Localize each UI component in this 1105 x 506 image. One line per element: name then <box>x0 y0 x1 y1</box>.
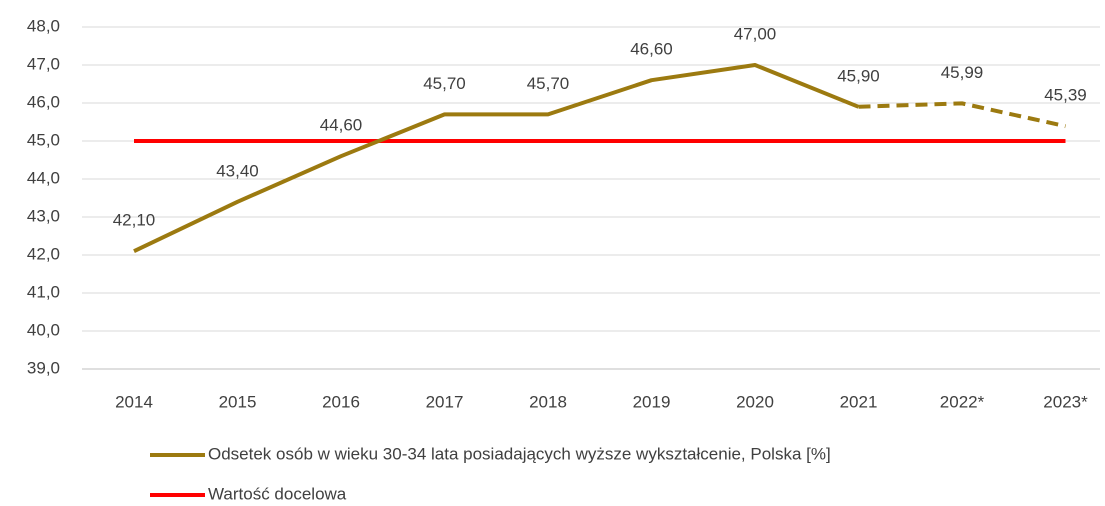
y-tick-label: 43,0 <box>27 206 60 225</box>
y-tick-label: 45,0 <box>27 130 60 149</box>
y-tick-label: 48,0 <box>27 16 60 35</box>
data-label: 45,99 <box>941 63 984 82</box>
x-tick-label: 2019 <box>633 392 671 411</box>
data-label: 46,60 <box>630 40 673 59</box>
x-tick-label: 2023* <box>1043 392 1088 411</box>
series-line <box>858 101 1066 129</box>
x-tick-label: 2022* <box>940 392 985 411</box>
data-label: 47,00 <box>734 24 777 43</box>
y-tick-label: 46,0 <box>27 92 60 111</box>
data-label: 42,10 <box>113 211 156 230</box>
x-tick-label: 2016 <box>322 392 360 411</box>
data-label: 45,70 <box>423 74 466 93</box>
y-tick-label: 47,0 <box>27 54 60 73</box>
data-label: 44,60 <box>320 116 363 135</box>
x-tick-label: 2020 <box>736 392 774 411</box>
data-label: 45,39 <box>1044 86 1087 105</box>
x-tick-label: 2017 <box>426 392 464 411</box>
legend-label: Odsetek osób w wieku 30-34 lata posiadaj… <box>208 444 831 463</box>
x-tick-label: 2015 <box>219 392 257 411</box>
y-tick-label: 42,0 <box>27 244 60 263</box>
y-tick-label: 39,0 <box>27 358 60 377</box>
y-tick-label: 44,0 <box>27 168 60 187</box>
legend-label: Wartość docelowa <box>208 484 347 503</box>
x-tick-label: 2018 <box>529 392 567 411</box>
data-label: 45,90 <box>837 66 880 85</box>
series-line <box>133 63 860 254</box>
data-label: 43,40 <box>216 161 259 180</box>
y-tick-label: 40,0 <box>27 320 60 339</box>
y-tick-label: 41,0 <box>27 282 60 301</box>
data-label: 45,70 <box>527 74 570 93</box>
x-tick-label: 2021 <box>840 392 878 411</box>
x-tick-label: 2014 <box>115 392 153 411</box>
